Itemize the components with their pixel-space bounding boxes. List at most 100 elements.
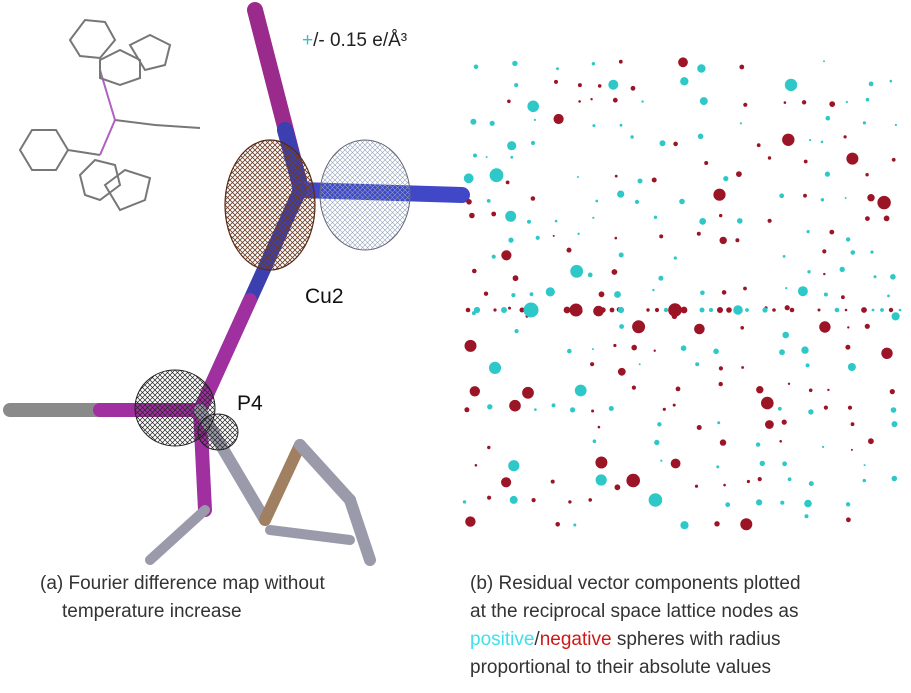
- sphere: [487, 404, 492, 409]
- sphere: [841, 295, 845, 299]
- sphere: [507, 100, 511, 104]
- negative-word: negative: [540, 629, 612, 650]
- sphere: [505, 211, 516, 222]
- sphere: [464, 173, 474, 183]
- sphere: [595, 457, 607, 469]
- sphere: [740, 326, 744, 330]
- sphere: [714, 521, 719, 526]
- sphere: [681, 345, 687, 351]
- sphere: [863, 121, 866, 124]
- sphere: [829, 230, 834, 235]
- sphere: [825, 172, 830, 177]
- sphere: [681, 307, 688, 314]
- sphere: [463, 500, 466, 503]
- sphere: [678, 57, 688, 67]
- sphere: [531, 196, 536, 201]
- sphere: [638, 179, 643, 184]
- sphere: [590, 362, 594, 366]
- sphere: [613, 344, 616, 347]
- sphere: [527, 220, 531, 224]
- sphere: [655, 308, 659, 312]
- positive-word: positive: [470, 629, 534, 650]
- sphere: [848, 406, 852, 410]
- sphere: [785, 305, 790, 310]
- sphere: [747, 480, 750, 483]
- sphere: [700, 308, 705, 313]
- sphere: [804, 500, 812, 508]
- sphere: [864, 464, 866, 466]
- sphere: [700, 291, 705, 296]
- sphere: [719, 382, 723, 386]
- sphere: [782, 461, 787, 466]
- caption-b: (b) Residual vector components plotted a…: [470, 570, 801, 682]
- sphere: [475, 464, 478, 467]
- sphere: [556, 67, 559, 70]
- sphere: [567, 248, 572, 253]
- sphere: [740, 122, 742, 124]
- sphere: [824, 293, 828, 297]
- sphere: [889, 308, 893, 312]
- sphere: [592, 348, 594, 350]
- sphere: [821, 198, 824, 201]
- sphere: [492, 255, 496, 259]
- figure: Cu2 P4 +/- 0.15 e/Å³ (a) Fourier differe…: [0, 0, 911, 693]
- sphere: [737, 218, 743, 224]
- sphere: [598, 426, 601, 429]
- sphere: [863, 479, 866, 482]
- sphere: [592, 217, 594, 219]
- sphere: [892, 312, 900, 320]
- sphere: [745, 308, 749, 312]
- sphere: [695, 485, 698, 488]
- sphere: [658, 276, 663, 281]
- inset-molecule: [20, 20, 200, 210]
- sphere: [713, 349, 719, 355]
- sphere: [680, 77, 688, 85]
- sphere: [659, 234, 663, 238]
- sphere: [465, 340, 477, 352]
- sphere: [779, 349, 785, 355]
- sphere: [612, 269, 618, 275]
- sphere: [473, 154, 477, 158]
- sphere: [785, 79, 797, 91]
- caption-line: proportional to their absolute values: [470, 654, 801, 682]
- sphere: [717, 421, 720, 424]
- sphere: [618, 307, 624, 313]
- sphere: [555, 522, 560, 527]
- sphere: [513, 275, 519, 281]
- sphere: [654, 440, 659, 445]
- sphere: [735, 238, 739, 242]
- caption-line: at the reciprocal space lattice nodes as: [470, 598, 801, 626]
- sphere: [808, 409, 813, 414]
- sphere: [490, 121, 495, 126]
- sphere: [890, 389, 895, 394]
- sphere: [508, 460, 519, 471]
- sphere: [865, 216, 870, 221]
- sphere: [733, 305, 743, 315]
- sphere: [536, 236, 540, 240]
- caption-text: spheres with radius: [612, 629, 781, 650]
- sphere: [741, 366, 744, 369]
- sphere: [466, 199, 472, 205]
- sphere: [631, 345, 637, 351]
- sphere: [782, 420, 787, 425]
- sphere: [619, 60, 623, 64]
- sphere: [881, 348, 892, 359]
- sphere: [534, 408, 537, 411]
- sphere: [819, 321, 830, 332]
- sphere: [720, 237, 727, 244]
- sphere: [848, 363, 856, 371]
- sphere: [804, 160, 808, 164]
- sphere: [673, 142, 678, 147]
- sphere: [743, 287, 747, 291]
- sphere: [697, 232, 701, 236]
- sphere: [546, 287, 555, 296]
- sphere: [717, 307, 723, 313]
- sphere: [654, 350, 656, 352]
- sphere: [757, 143, 761, 147]
- isosurface-legend: +/- 0.15 e/Å³: [302, 30, 407, 52]
- sphere: [615, 175, 618, 178]
- sphere: [695, 362, 699, 366]
- sphere: [470, 119, 476, 125]
- sphere: [822, 249, 826, 253]
- sphere: [780, 501, 784, 505]
